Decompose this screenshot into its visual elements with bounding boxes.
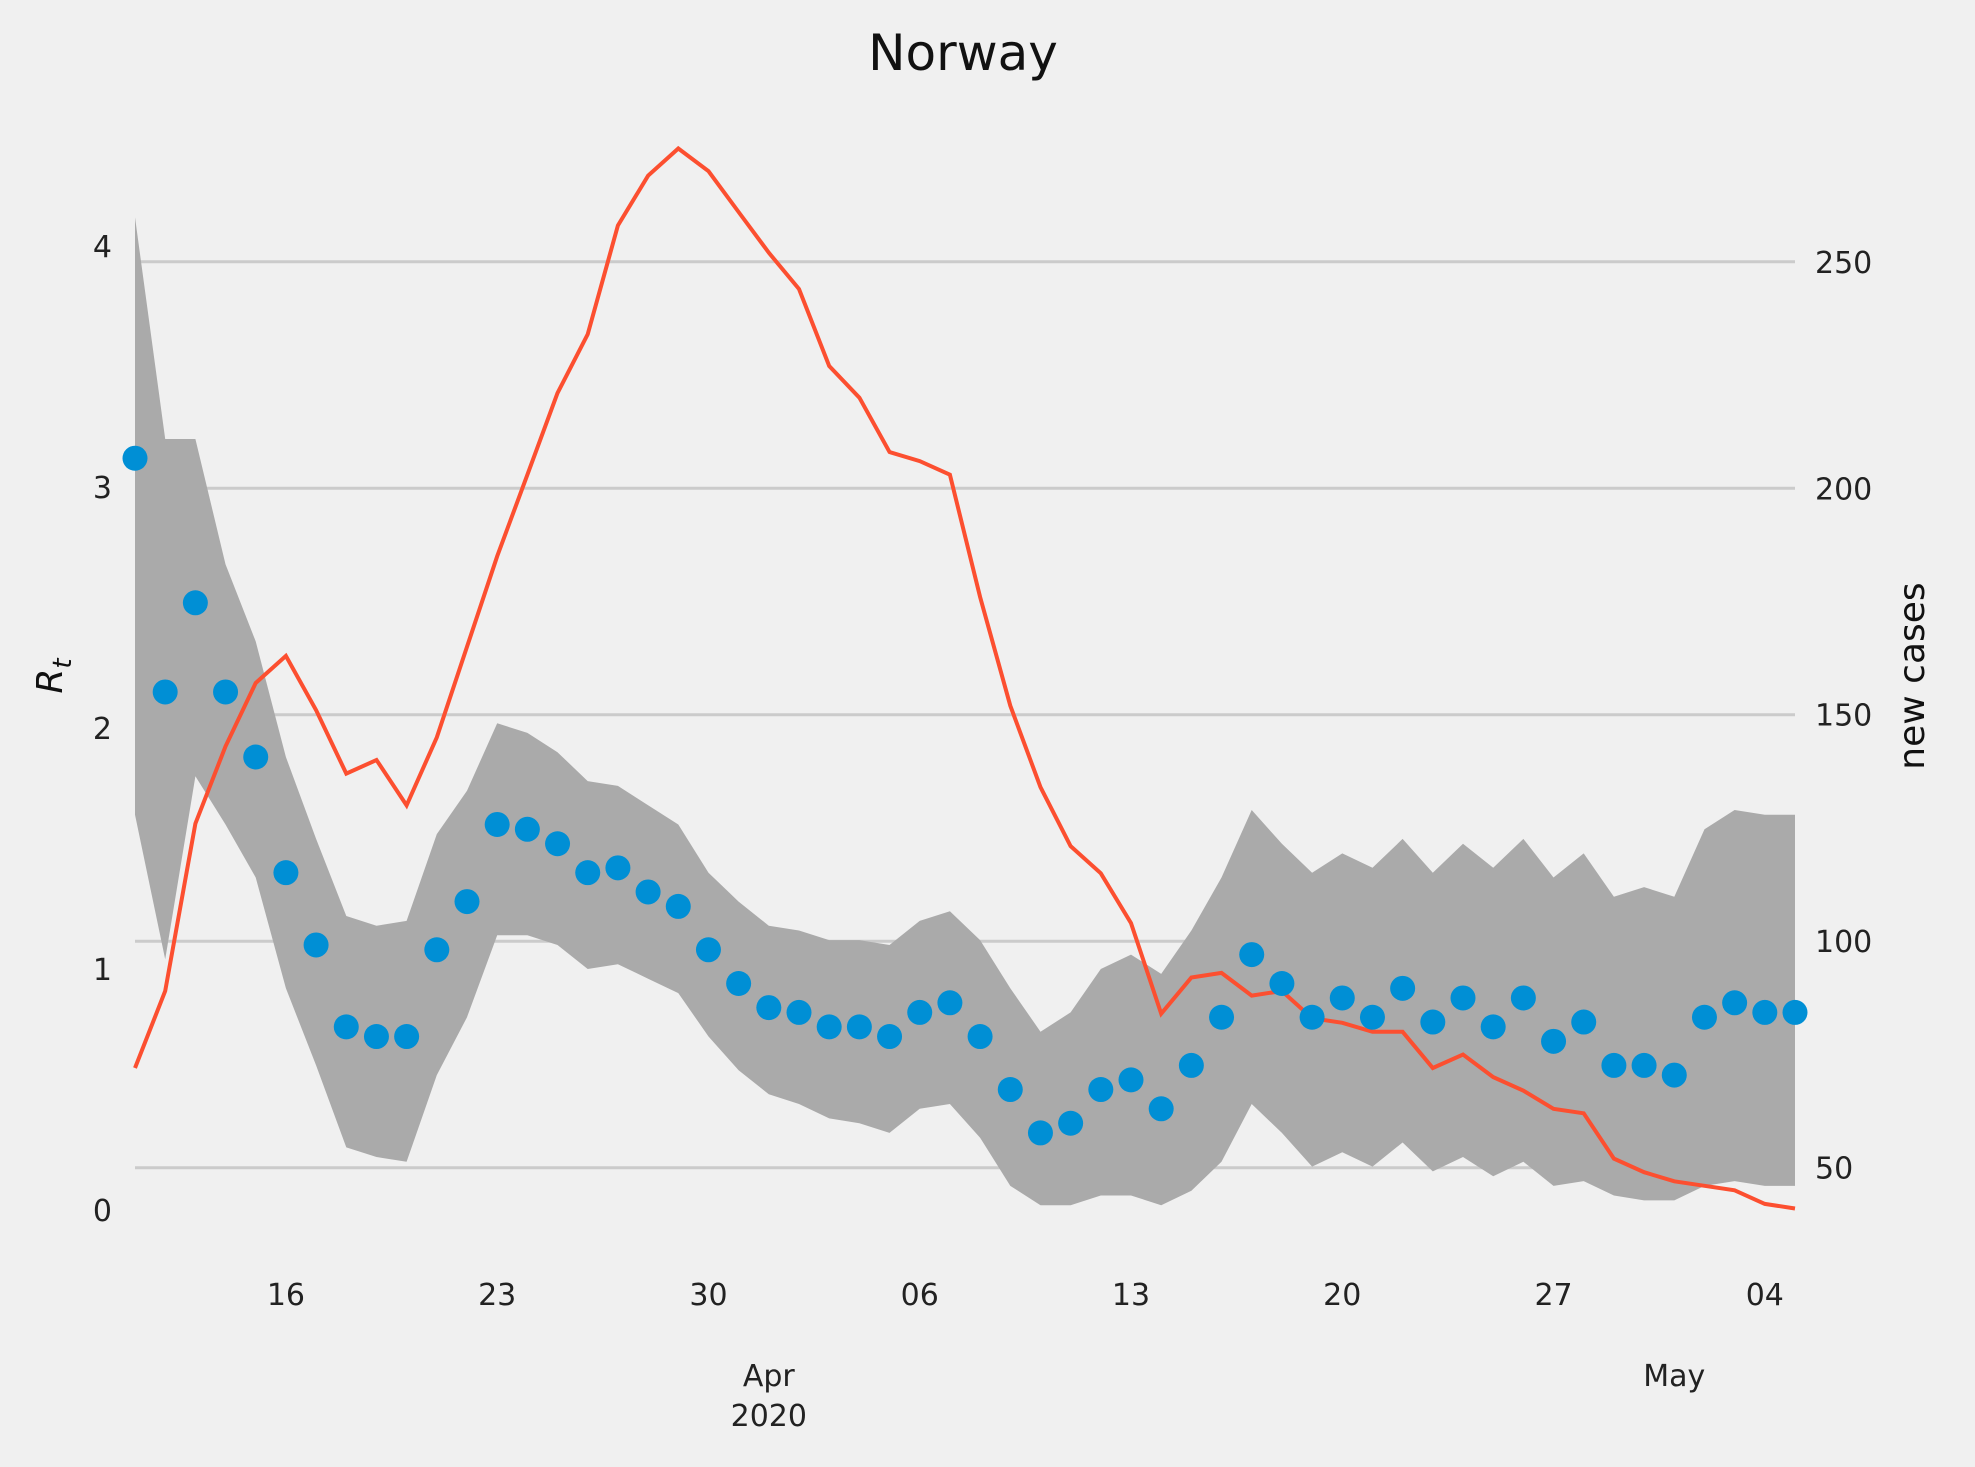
rt-point — [152, 679, 178, 705]
new-cases-line — [133, 145, 1796, 1211]
rt-point — [484, 811, 510, 837]
rt-point — [1088, 1077, 1114, 1103]
rt-point — [1178, 1052, 1204, 1078]
left-tick-label: 4 — [93, 230, 112, 265]
rt-point — [545, 831, 571, 857]
rt-point — [1631, 1052, 1657, 1078]
x-month-label: May — [1643, 1359, 1705, 1394]
rt-point — [1058, 1110, 1084, 1136]
x-tick-label: 06 — [901, 1278, 939, 1313]
rt-point — [997, 1077, 1023, 1103]
left-tick-label: 3 — [93, 471, 112, 506]
right-tick-label: 250 — [1815, 246, 1872, 281]
rt-point — [907, 999, 933, 1025]
right-y-ticks: 50 100 150 200 250 — [1815, 246, 1872, 1187]
left-tick-label: 2 — [93, 712, 112, 747]
rt-point — [1118, 1067, 1144, 1093]
right-y-axis-label: new cases — [1892, 582, 1933, 769]
rt-point — [1420, 1009, 1446, 1035]
rt-point — [1027, 1120, 1053, 1146]
rt-point — [665, 893, 691, 919]
rt-point — [1450, 985, 1476, 1011]
rt-point — [1752, 999, 1778, 1025]
rt-point — [1480, 1014, 1506, 1040]
rt-point — [1269, 971, 1295, 997]
rt-point — [756, 995, 782, 1021]
rt-point — [846, 1014, 872, 1040]
rt-point — [1390, 975, 1416, 1001]
x-tick-label: 20 — [1323, 1278, 1361, 1313]
rt-point — [243, 744, 269, 770]
rt-point — [1209, 1004, 1235, 1030]
left-y-axis-label: Rt — [30, 658, 78, 694]
rt-point — [786, 999, 812, 1025]
x-month-label: Apr — [743, 1359, 796, 1394]
rt-point — [333, 1014, 359, 1040]
rt-point — [1510, 985, 1536, 1011]
rt-point — [303, 932, 329, 958]
chart-title: Norway — [868, 24, 1058, 82]
rt-point — [695, 937, 721, 963]
x-year-label: 2020 — [731, 1399, 807, 1434]
rt-points — [122, 445, 1808, 1146]
x-tick-label: 04 — [1746, 1278, 1784, 1313]
rt-point — [1782, 999, 1808, 1025]
rt-point — [1722, 990, 1748, 1016]
right-tick-label: 100 — [1815, 925, 1872, 960]
rt-point — [635, 879, 661, 905]
rt-point — [213, 679, 239, 705]
x-tick-label: 23 — [478, 1278, 516, 1313]
rt-point — [1148, 1096, 1174, 1122]
rt-point — [363, 1024, 389, 1050]
rt-point — [394, 1024, 420, 1050]
rt-point — [877, 1024, 903, 1050]
right-tick-label: 200 — [1815, 472, 1872, 507]
rt-point — [424, 937, 450, 963]
left-y-ticks: 0 1 2 3 4 — [93, 230, 112, 1229]
x-tick-label: 13 — [1112, 1278, 1150, 1313]
rt-confidence-band — [135, 217, 1795, 1206]
rt-point — [1691, 1004, 1717, 1030]
rt-point — [575, 860, 601, 886]
rt-point — [937, 990, 963, 1016]
rt-point — [1601, 1052, 1627, 1078]
rt-point — [1571, 1009, 1597, 1035]
rt-point — [1541, 1028, 1567, 1054]
rt-point — [967, 1024, 993, 1050]
rt-point — [1329, 985, 1355, 1011]
rt-point — [454, 889, 480, 915]
x-tick-label: 30 — [689, 1278, 727, 1313]
right-tick-label: 150 — [1815, 699, 1872, 734]
rt-point — [514, 816, 540, 842]
x-ticks: 16 23 30 06 13 20 27 04 Apr 2020 May — [267, 1278, 1784, 1434]
rt-point — [605, 855, 631, 881]
rt-point — [122, 445, 148, 471]
x-tick-label: 16 — [267, 1278, 305, 1313]
rt-point — [1299, 1004, 1325, 1030]
right-tick-label: 50 — [1815, 1152, 1853, 1187]
rt-point — [726, 971, 752, 997]
rt-point — [816, 1014, 842, 1040]
rt-point — [1239, 942, 1265, 968]
left-tick-label: 1 — [93, 953, 112, 988]
rt-point — [182, 590, 208, 616]
rt-point — [273, 860, 299, 886]
left-tick-label: 0 — [93, 1194, 112, 1229]
rt-point — [1359, 1004, 1385, 1030]
rt-point — [1661, 1062, 1687, 1088]
x-tick-label: 27 — [1534, 1278, 1572, 1313]
